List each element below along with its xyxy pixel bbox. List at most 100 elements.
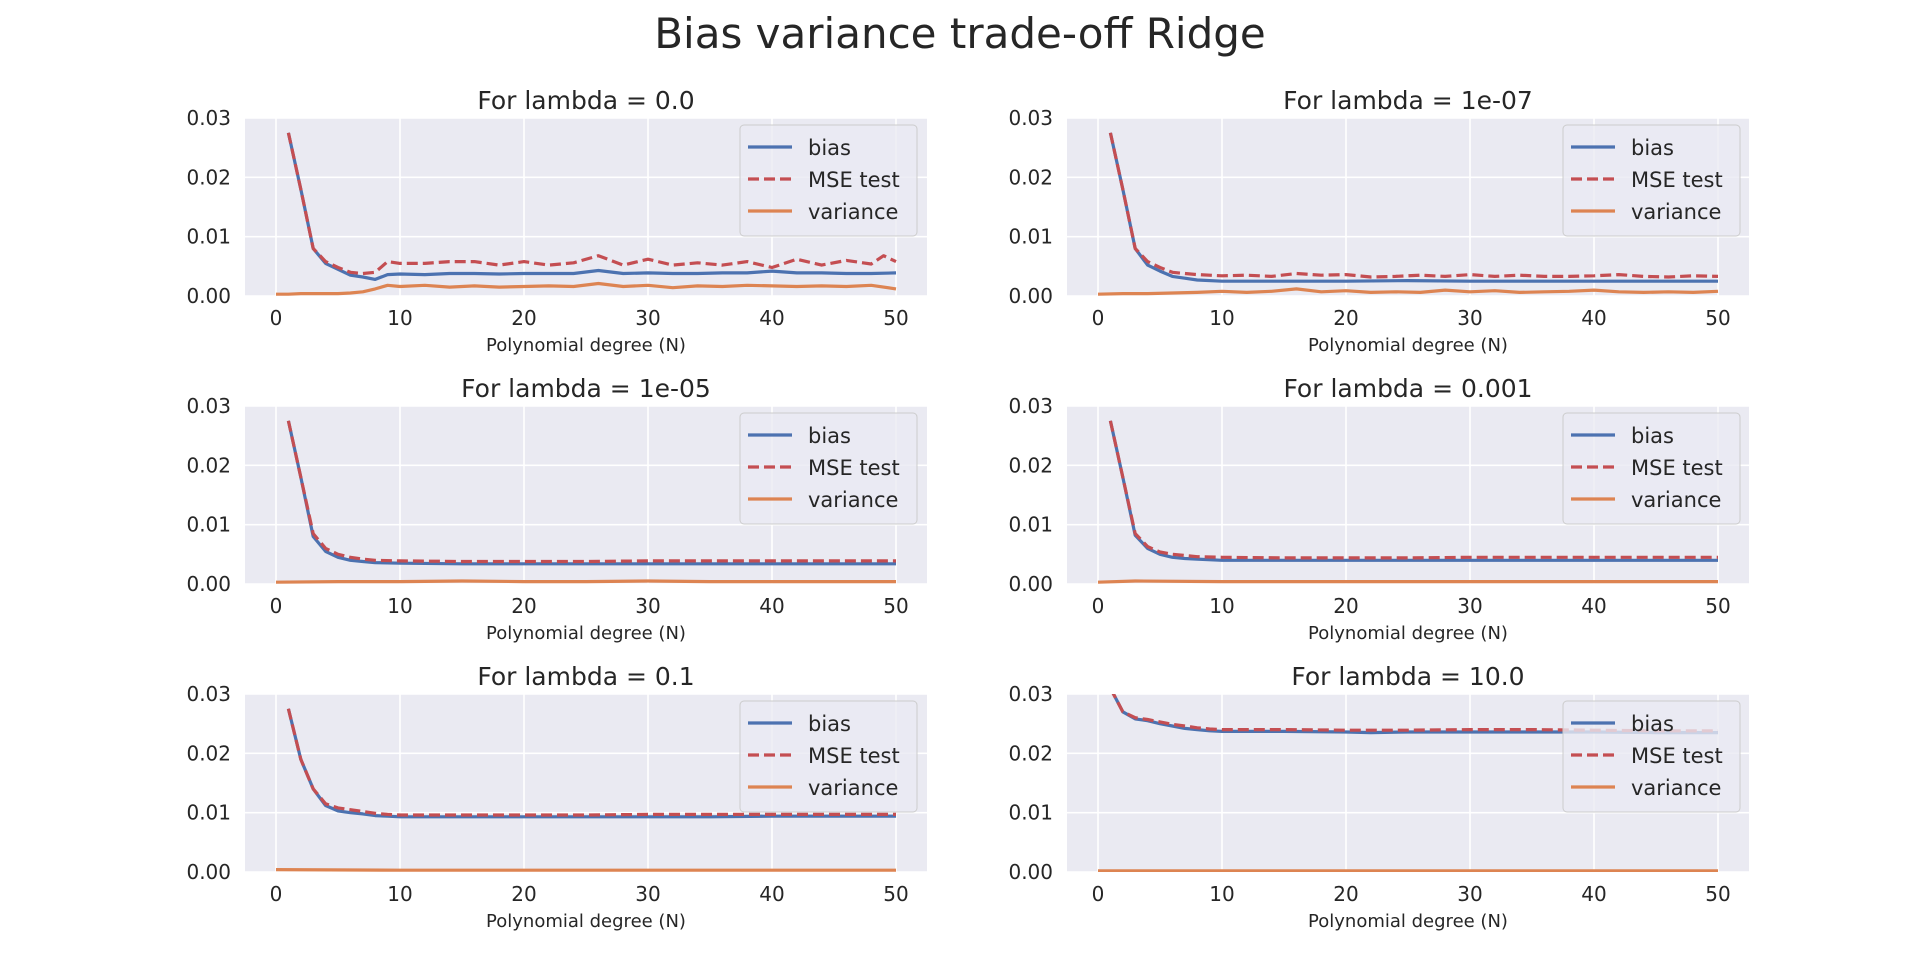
x-tick-label: 20 [1333, 594, 1358, 618]
y-tick-label: 0.03 [1008, 682, 1053, 706]
series-line-mse-test [1111, 694, 1718, 733]
y-tick-label: 0.02 [1008, 165, 1053, 189]
legend-label: bias [1631, 712, 1674, 736]
subplot-title: For lambda = 1e-05 [461, 374, 711, 403]
y-tick-label: 0.03 [186, 682, 231, 706]
series-line-variance [1097, 579, 1718, 584]
x-tick-label: 40 [1581, 594, 1606, 618]
x-tick-label: 20 [1333, 882, 1358, 906]
x-tick-label: 40 [759, 882, 784, 906]
subplot-6: 0 10 20 30 40 50 0.00 0.01 0.02 0.03 For lambda = … [1008, 662, 1749, 932]
legend-label: bias [808, 712, 851, 736]
subplot-2: 0 10 20 30 40 50 0.00 0.01 0.02 0.03 For lambda = … [1008, 86, 1749, 356]
legend-box [739, 412, 918, 525]
x-tick-label: 20 [511, 594, 536, 618]
y-tick-label: 0.01 [1008, 225, 1053, 249]
x-axis-label: Polynomial degree (N) [1308, 623, 1508, 644]
x-tick-label: 50 [1705, 882, 1730, 906]
legend-box [1562, 124, 1741, 237]
y-tick-label: 0.00 [186, 284, 231, 308]
x-axis-label: Polynomial degree (N) [486, 911, 686, 932]
y-tick-label: 0.03 [186, 394, 231, 418]
x-tick-label: 10 [1209, 882, 1234, 906]
x-tick-label: 10 [387, 306, 412, 330]
legend-label: bias [808, 136, 851, 160]
y-tick-label: 0.01 [186, 801, 231, 825]
y-tick-label: 0.00 [1008, 572, 1053, 596]
subplot-4: 0 10 20 30 40 50 0.00 0.01 0.02 0.03 For lambda = … [1008, 374, 1749, 644]
subplot-1: 0 10 20 30 40 50 0.00 0.01 0.02 0.03 For lambda = … [186, 86, 927, 356]
series-line-bias [286, 420, 896, 566]
x-axis-label: Polynomial degree (N) [1308, 911, 1508, 932]
legend-label: variance [808, 776, 898, 800]
y-tick-label: 0.01 [1008, 801, 1053, 825]
legend-label: variance [808, 200, 898, 224]
y-tick-label: 0.01 [186, 225, 231, 249]
legend-label: variance [1631, 488, 1721, 512]
y-tick-label: 0.01 [186, 513, 231, 537]
subplot-title: For lambda = 0.0 [477, 86, 694, 115]
legend: bias MSE test variance [739, 412, 918, 525]
x-tick-label: 50 [1705, 594, 1730, 618]
legend-label: MSE test [1631, 744, 1723, 768]
legend-label: MSE test [1631, 456, 1723, 480]
legend-label: variance [808, 488, 898, 512]
series-line-mse-test [1108, 132, 1719, 279]
x-tick-label: 50 [1705, 306, 1730, 330]
y-tick-label: 0.03 [1008, 106, 1053, 130]
legend-label: bias [1631, 136, 1674, 160]
x-tick-label: 10 [387, 594, 412, 618]
y-tick-label: 0.02 [186, 453, 231, 477]
y-tick-label: 0.00 [186, 860, 231, 884]
x-axis-label: Polynomial degree (N) [486, 335, 686, 356]
y-tick-label: 0.03 [1008, 394, 1053, 418]
x-tick-label: 30 [635, 594, 660, 618]
y-tick-label: 0.00 [1008, 284, 1053, 308]
x-tick-label: 0 [1092, 306, 1105, 330]
y-tick-label: 0.03 [186, 106, 231, 130]
subplot-title: For lambda = 0.001 [1283, 374, 1532, 403]
x-tick-label: 0 [1092, 594, 1105, 618]
legend-label: MSE test [1631, 168, 1723, 192]
figure-title: Bias variance trade-off Ridge [654, 9, 1266, 58]
y-tick-label: 0.02 [1008, 453, 1053, 477]
x-tick-label: 20 [1333, 306, 1358, 330]
legend-box [739, 124, 918, 237]
x-tick-label: 40 [1581, 882, 1606, 906]
legend: bias MSE test variance [1562, 700, 1741, 813]
series-line-mse-test [1108, 420, 1718, 560]
x-tick-label: 30 [635, 306, 660, 330]
y-tick-label: 0.00 [186, 572, 231, 596]
x-tick-label: 10 [1209, 306, 1234, 330]
y-tick-label: 0.02 [186, 165, 231, 189]
subplot-title: For lambda = 1e-07 [1283, 86, 1533, 115]
x-tick-label: 50 [883, 882, 908, 906]
legend: bias MSE test variance [739, 700, 918, 813]
x-tick-label: 0 [270, 594, 283, 618]
subplot-title: For lambda = 10.0 [1291, 662, 1524, 691]
legend-box [1562, 412, 1741, 525]
x-axis-label: Polynomial degree (N) [1308, 335, 1508, 356]
subplot-3: 0 10 20 30 40 50 0.00 0.01 0.02 0.03 For lambda = … [186, 374, 927, 644]
x-tick-label: 10 [387, 882, 412, 906]
x-tick-label: 40 [759, 594, 784, 618]
series-line-variance [276, 281, 897, 296]
series-line-bias [286, 132, 897, 281]
series-line-mse-test [286, 708, 896, 817]
series-line-bias [1108, 132, 1718, 283]
x-tick-label: 40 [759, 306, 784, 330]
x-axis-label: Polynomial degree (N) [486, 623, 686, 644]
x-tick-label: 50 [883, 306, 908, 330]
x-tick-label: 50 [883, 594, 908, 618]
series-line-mse-test [286, 420, 896, 564]
legend: bias MSE test variance [1562, 124, 1741, 237]
legend: bias MSE test variance [1562, 412, 1741, 525]
legend-label: bias [1631, 424, 1674, 448]
legend-label: MSE test [808, 456, 900, 480]
legend-label: variance [1631, 200, 1721, 224]
x-tick-label: 30 [1457, 306, 1482, 330]
legend-box [1562, 700, 1741, 813]
series-line-mse-test [286, 132, 897, 276]
x-tick-label: 30 [1457, 594, 1482, 618]
